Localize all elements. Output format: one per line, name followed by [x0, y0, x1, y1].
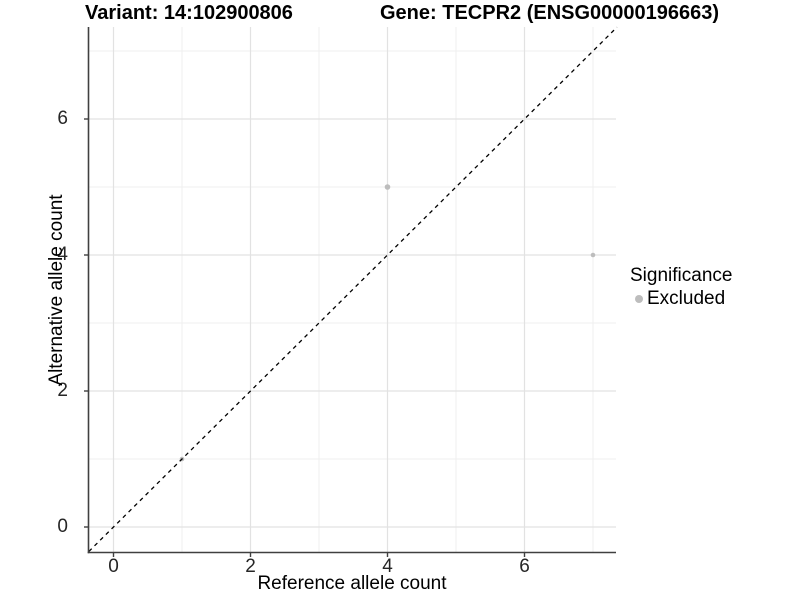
legend: Significance Excluded: [628, 264, 732, 310]
legend-items: Excluded: [628, 288, 732, 310]
y-tick-label: 2: [57, 380, 68, 401]
y-tick-label: 4: [57, 244, 68, 265]
x-tick-label: 4: [382, 556, 393, 577]
y-tick-label: 6: [57, 108, 68, 129]
data-point: [590, 252, 596, 258]
x-tick-label: 6: [519, 556, 530, 577]
data-point: [384, 184, 391, 190]
plot-title-gene: Gene: TECPR2 (ENSG00000196663): [380, 2, 720, 24]
plot-title-variant: Variant: 14:102900806: [85, 2, 293, 24]
x-tick-label: 2: [245, 556, 256, 577]
y-tick-label: 0: [57, 516, 68, 537]
x-axis-title: Reference allele count: [257, 573, 447, 594]
x-tick-label: 0: [108, 556, 119, 577]
y-axis-title: Alternative allele count: [46, 194, 67, 386]
legend-point-icon: [634, 295, 643, 303]
legend-item-label: Excluded: [647, 288, 726, 309]
legend-title: Significance: [630, 265, 733, 286]
identity-reference-line: [88, 26, 618, 552]
legend-item: Excluded: [628, 288, 732, 310]
legend-key: [630, 295, 647, 303]
